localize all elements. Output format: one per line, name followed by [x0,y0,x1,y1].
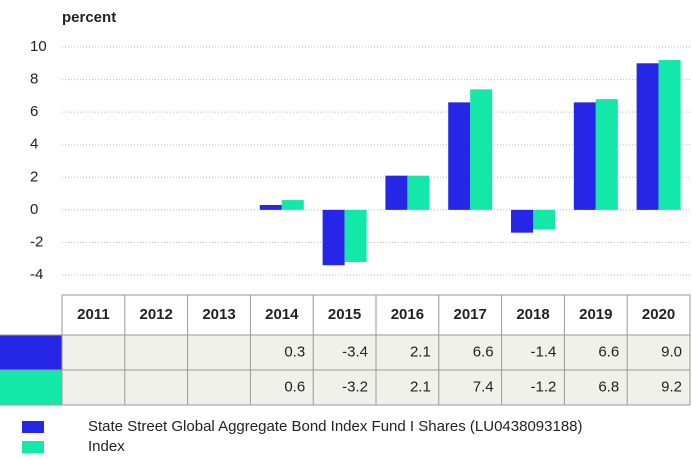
y-tick-label: -4 [30,266,43,283]
table-value: -3.2 [342,378,368,395]
table-value: 2.1 [410,343,431,360]
x-tick-label: 2012 [140,306,173,323]
table-value: -1.2 [531,378,557,395]
legend-swatch [22,441,44,453]
table-value: 0.6 [284,378,305,395]
y-axis-label: percent [62,9,116,26]
x-tick-label: 2014 [265,306,299,323]
x-tick-label: 2019 [579,306,612,323]
table-value: 6.6 [598,343,619,360]
bar [573,102,596,210]
x-tick-label: 2017 [454,306,487,323]
table-value: 9.2 [661,378,682,395]
table-value: 7.4 [473,378,494,395]
table-value: 6.6 [473,343,494,360]
table-value: 6.8 [598,378,619,395]
bar [448,102,471,210]
bar [636,63,659,210]
table-swatch [0,335,62,370]
bar [595,99,618,210]
y-tick-label: 4 [30,136,38,153]
bar [281,200,304,210]
bar [385,175,408,210]
bar [511,209,533,233]
bar [658,60,681,210]
y-tick-label: 10 [30,38,47,55]
x-tick-label: 2013 [202,306,235,323]
bar [344,209,367,262]
table-value: 9.0 [661,343,682,360]
y-tick-label: 2 [30,168,38,185]
legend-label: Index [88,438,125,455]
x-tick-label: 2018 [516,306,549,323]
legend-swatch [22,421,44,433]
bar [533,209,555,230]
bar [259,204,282,210]
bar [470,89,493,210]
y-tick-label: 8 [30,71,38,88]
legend-label: State Street Global Aggregate Bond Index… [88,418,583,435]
y-tick-label: 0 [30,201,38,218]
table-value: 2.1 [410,378,431,395]
table-value: -3.4 [342,343,368,360]
table-value: -1.4 [531,343,557,360]
bar [407,175,430,210]
x-tick-label: 2020 [642,306,675,323]
x-tick-label: 2016 [391,306,424,323]
bar [322,209,345,266]
y-tick-label: -2 [30,233,43,250]
x-tick-label: 2011 [77,306,110,323]
table-swatch [0,370,62,405]
y-tick-label: 6 [30,103,38,120]
table-value: 0.3 [284,343,305,360]
x-tick-label: 2015 [328,306,361,323]
